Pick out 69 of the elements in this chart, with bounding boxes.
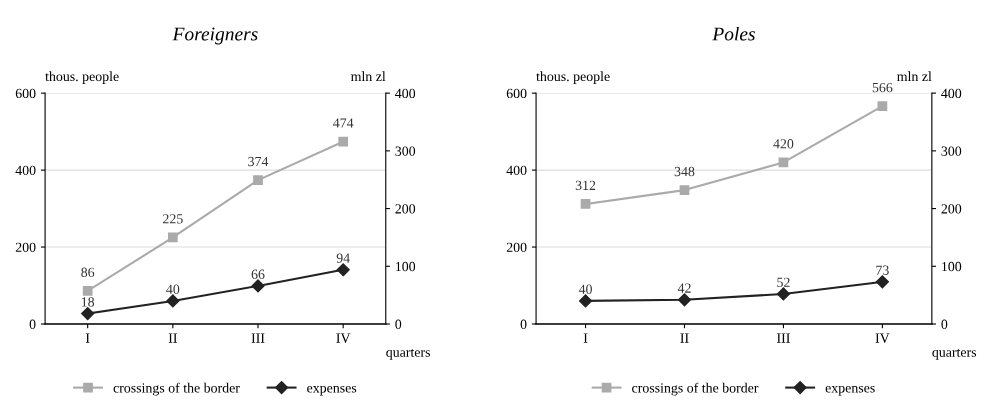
y2-tick-label: 100 — [396, 261, 416, 272]
x-tick-label: IV — [336, 333, 351, 343]
data-label: 348 — [674, 166, 695, 177]
data-label: 40 — [166, 284, 180, 294]
y2-tick-label: 0 — [395, 319, 402, 329]
y-tick-label: 0 — [520, 319, 527, 329]
x-axis-title: quarters — [932, 348, 977, 360]
y-axis-title: thous. people — [536, 71, 610, 84]
point — [776, 287, 791, 301]
point — [81, 307, 95, 321]
x-axis-title: quarters — [386, 348, 430, 360]
legend-label: crossings of the border — [632, 382, 759, 396]
y-tick-label: 600 — [15, 88, 36, 99]
data-label: 94 — [336, 253, 350, 263]
point — [82, 286, 93, 296]
chart-title: Foreigners — [172, 27, 258, 45]
point — [336, 263, 350, 277]
point — [578, 294, 593, 308]
y2-tick-label: 100 — [942, 261, 962, 272]
y-tick-label: 600 — [506, 88, 527, 99]
x-tick-label: III — [777, 333, 790, 343]
legend-label: expenses — [307, 385, 357, 396]
y2-axis-title: mln zl — [350, 71, 386, 81]
point — [338, 136, 349, 147]
y2-axis-title: mln zl — [897, 71, 932, 81]
point — [166, 294, 180, 308]
x-tick-label: II — [680, 333, 689, 343]
legend-label: expenses — [825, 385, 875, 396]
data-label: 86 — [81, 267, 95, 277]
point — [253, 175, 263, 185]
data-label: 52 — [777, 277, 790, 287]
y-tick-label: 400 — [506, 165, 527, 176]
x-tick-label: II — [168, 333, 177, 343]
point — [875, 275, 889, 289]
point — [677, 293, 692, 307]
point — [679, 185, 690, 195]
data-label: 420 — [773, 139, 794, 149]
data-label: 474 — [333, 118, 354, 128]
y-tick-label: 400 — [15, 165, 36, 176]
x-tick-label: III — [251, 333, 265, 343]
point — [580, 199, 591, 209]
y2-tick-label: 0 — [941, 319, 948, 329]
y-tick-label: 200 — [15, 242, 36, 253]
chart-title: Poles — [712, 26, 755, 41]
x-tick-label: IV — [875, 333, 890, 343]
y2-tick-label: 200 — [395, 204, 416, 214]
point — [251, 279, 265, 293]
point — [167, 232, 178, 243]
legend-label: crossings of the border — [113, 382, 240, 396]
y-tick-label: 200 — [506, 242, 527, 253]
x-tick-label: I — [85, 333, 90, 343]
data-label: 73 — [876, 265, 889, 275]
data-label: 312 — [575, 180, 596, 191]
y2-tick-label: 400 — [941, 88, 962, 99]
data-label: 40 — [578, 284, 592, 294]
y2-tick-label: 300 — [941, 146, 962, 156]
point — [877, 101, 888, 112]
y-tick-label: 0 — [29, 319, 36, 329]
data-label: 42 — [677, 283, 691, 293]
data-label: 18 — [81, 297, 95, 307]
y2-tick-label: 400 — [395, 88, 416, 99]
data-label: 566 — [872, 82, 893, 93]
data-label: 374 — [248, 156, 269, 167]
y-axis-title: thous. people — [45, 71, 119, 84]
y2-tick-label: 200 — [941, 204, 962, 214]
data-label: 66 — [251, 269, 265, 279]
x-tick-label: I — [583, 333, 588, 343]
data-label: 225 — [163, 214, 183, 224]
y2-tick-label: 300 — [395, 146, 416, 156]
